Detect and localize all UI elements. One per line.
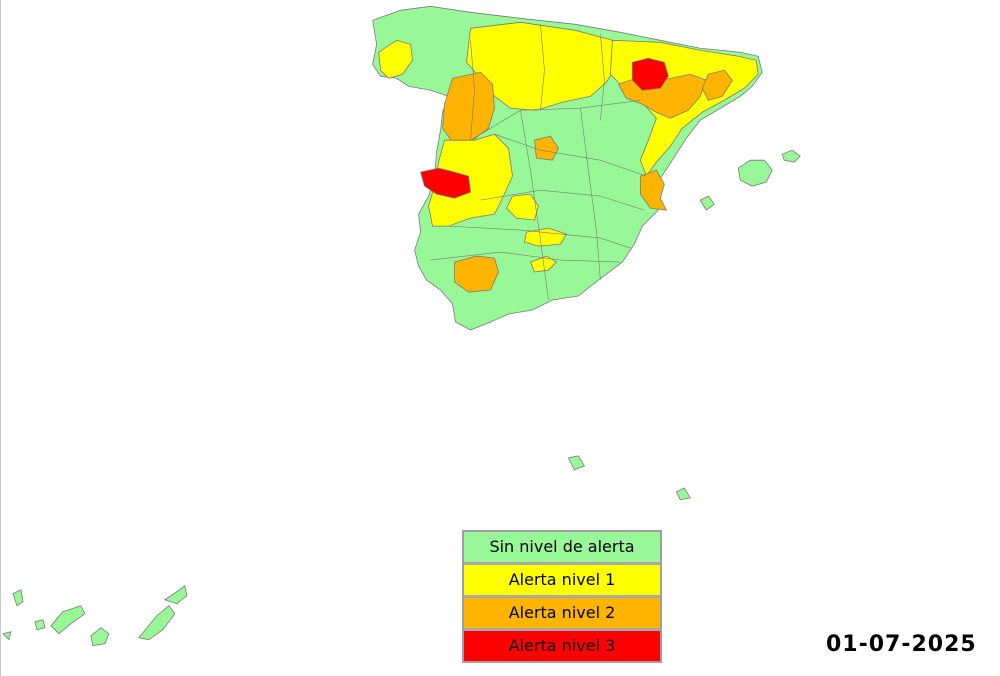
legend-item-level2: Alerta nivel 2: [464, 598, 660, 631]
ibiza: [699, 195, 715, 211]
region-center-orange: [534, 135, 559, 161]
el-hierro: [2, 631, 12, 641]
legend: Sin nivel de alerta Alerta nivel 1 Alert…: [462, 530, 662, 663]
date-label: 01-07-2025: [826, 632, 977, 657]
region-south-orange: [454, 255, 499, 293]
province-borders: [430, 24, 647, 301]
lanzarote: [163, 585, 188, 605]
region-center-yellow-1: [506, 193, 539, 221]
region-caceres-red: [420, 167, 471, 199]
legend-item-level3: Alerta nivel 3: [464, 631, 660, 661]
region-huesca-red: [631, 57, 669, 91]
ceuta: [567, 455, 586, 471]
mallorca: [737, 159, 773, 187]
la-palma: [12, 589, 24, 607]
melilla: [675, 487, 691, 501]
balearic-islands: [699, 149, 801, 211]
gran-canaria: [90, 627, 110, 647]
tenerife: [50, 605, 86, 635]
region-center-yellow-2: [524, 227, 568, 247]
fuerteventura: [138, 605, 176, 641]
region-galicia-yellow: [378, 39, 414, 79]
menorca: [781, 149, 801, 163]
la-gomera: [34, 619, 46, 631]
region-valencia-orange: [639, 169, 668, 211]
canary-islands: [2, 585, 188, 647]
region-north-yellow: [466, 21, 619, 111]
legend-item-none: Sin nivel de alerta: [464, 532, 660, 565]
legend-item-level1: Alerta nivel 1: [464, 565, 660, 598]
peninsula: [372, 5, 763, 331]
region-catalonia-orange: [701, 69, 733, 101]
